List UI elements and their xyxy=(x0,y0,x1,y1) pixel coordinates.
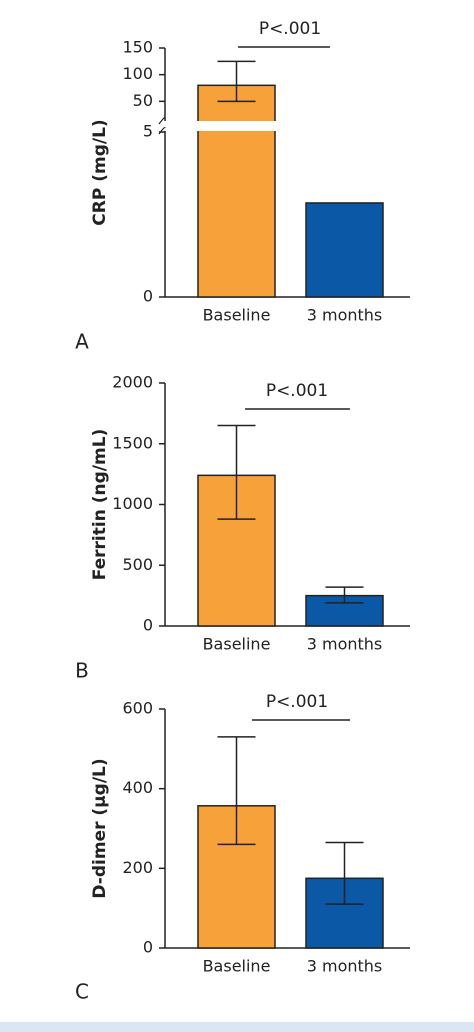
annotation: P<.001 xyxy=(266,692,328,712)
panel-label: A xyxy=(75,330,89,354)
axis-break xyxy=(161,121,401,131)
panel-label: C xyxy=(75,980,89,1004)
break-mark xyxy=(158,117,166,135)
y-tick-label: 500 xyxy=(122,555,153,574)
y-tick-label: 100 xyxy=(122,64,153,83)
y-tick-label: 2000 xyxy=(112,373,153,392)
bar xyxy=(197,84,276,298)
y-tick-label: 600 xyxy=(122,699,153,718)
x-tick-label: 3 months xyxy=(307,306,383,325)
y-tick-label: 150 xyxy=(122,38,153,57)
bottom-strip xyxy=(0,1022,474,1032)
annotation: P<.001 xyxy=(259,19,321,39)
y-axis-label: CRP (mg/L) xyxy=(90,119,110,225)
y-tick-label: 0 xyxy=(143,616,153,635)
x-tick-label: 3 months xyxy=(307,957,383,976)
y-tick-label: 400 xyxy=(122,778,153,797)
bar xyxy=(305,202,384,298)
y-tick-label: 200 xyxy=(122,858,153,877)
y-tick-label: 0 xyxy=(143,287,153,306)
y-axis-label: D-dimer (µg/L) xyxy=(90,758,110,898)
y-tick-label: 1500 xyxy=(112,433,153,452)
y-tick-label: 50 xyxy=(133,91,153,110)
y-axis-label: Ferritin (ng/mL) xyxy=(90,429,110,581)
y-tick-label: 0 xyxy=(143,938,153,957)
x-tick-label: Baseline xyxy=(203,635,271,654)
y-tick-label: 5 xyxy=(143,122,153,141)
bar xyxy=(305,877,384,949)
x-tick-label: 3 months xyxy=(307,635,383,654)
y-tick-label: 1000 xyxy=(112,494,153,513)
panel-label: B xyxy=(75,659,89,683)
x-tick-label: Baseline xyxy=(203,306,271,325)
x-tick-label: Baseline xyxy=(203,957,271,976)
annotation: P<.001 xyxy=(266,381,328,401)
